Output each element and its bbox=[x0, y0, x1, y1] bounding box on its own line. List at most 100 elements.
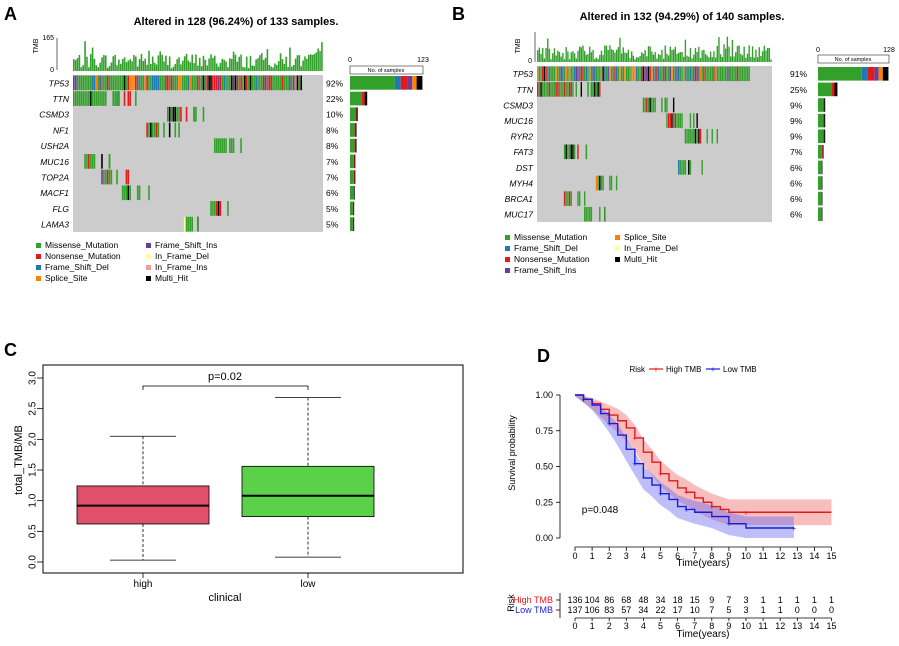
count-bar-segment bbox=[394, 76, 401, 90]
mutation-cell bbox=[604, 206, 606, 222]
bar-axis-tick-0-b: 0 bbox=[816, 47, 820, 54]
mutation-cell bbox=[208, 75, 210, 91]
mutation-cell bbox=[101, 169, 103, 185]
mutation-cell bbox=[577, 66, 579, 82]
tmb-bar bbox=[298, 55, 301, 71]
tmb-bar bbox=[696, 52, 698, 62]
tmb-bar bbox=[738, 45, 740, 62]
count-bar-segment bbox=[355, 138, 357, 153]
mutation-cell bbox=[73, 91, 75, 106]
tmb-bar bbox=[236, 61, 239, 71]
tmb-bar bbox=[259, 55, 261, 71]
mutation-cell bbox=[614, 66, 616, 82]
tmb-bar bbox=[317, 48, 319, 71]
mutation-cell bbox=[151, 75, 154, 91]
mutation-cell bbox=[166, 106, 169, 122]
tmb-bar bbox=[178, 57, 180, 71]
mutation-cell bbox=[691, 128, 693, 144]
gene-percent: 5% bbox=[326, 220, 339, 230]
km-legend-marker-high: + bbox=[654, 365, 659, 374]
mutation-cell bbox=[108, 169, 111, 185]
tmb-bar bbox=[627, 49, 630, 62]
mutation-cell bbox=[627, 66, 630, 82]
tmb-bar bbox=[726, 36, 729, 62]
tmb-bar bbox=[600, 50, 603, 62]
tmb-bar bbox=[555, 55, 557, 62]
mutation-cell bbox=[669, 113, 671, 128]
mutation-cell bbox=[212, 201, 214, 216]
y-tick-label: 1.5 bbox=[28, 463, 39, 477]
tmb-bar bbox=[289, 47, 291, 71]
mutation-cell bbox=[703, 66, 705, 82]
tmb-bar bbox=[180, 64, 182, 71]
mutation-cell bbox=[578, 191, 581, 206]
legend-label: Missense_Mutation bbox=[514, 232, 588, 242]
mutation-cell bbox=[565, 82, 567, 97]
tmb-bar bbox=[572, 51, 574, 62]
mutation-cell bbox=[543, 66, 546, 82]
mutation-cell bbox=[206, 75, 209, 91]
mutation-cell bbox=[264, 75, 267, 91]
mutation-cell bbox=[212, 75, 214, 91]
mutation-cell bbox=[101, 91, 103, 106]
tmb-bar bbox=[155, 64, 158, 71]
gene-percent: 8% bbox=[326, 141, 339, 151]
mutation-cell bbox=[672, 66, 675, 82]
mutation-cell bbox=[550, 82, 552, 97]
mutation-cell bbox=[136, 185, 139, 201]
tmb-bar bbox=[89, 54, 92, 71]
mutation-cell bbox=[298, 75, 301, 91]
mutation-cell bbox=[219, 138, 222, 153]
tmb-bar bbox=[745, 57, 747, 62]
mutation-cell bbox=[148, 75, 150, 91]
mutation-cell bbox=[215, 75, 218, 91]
mutation-cell bbox=[612, 66, 614, 82]
tmb-bar bbox=[215, 63, 218, 71]
mutation-cell bbox=[679, 66, 682, 82]
km-x-tick-label: 13 bbox=[792, 551, 802, 561]
mutation-cell bbox=[135, 75, 137, 91]
mutation-cell bbox=[266, 75, 269, 91]
km-x-tick-label: 4 bbox=[641, 551, 646, 561]
mutation-cell bbox=[686, 128, 688, 144]
count-bar-segment bbox=[821, 176, 822, 190]
mutation-cell bbox=[131, 75, 133, 91]
tmb-bar bbox=[617, 47, 619, 62]
count-bar-segment bbox=[818, 98, 824, 112]
mutation-cell bbox=[84, 91, 86, 106]
mutation-cell bbox=[662, 66, 665, 82]
risk-count: 1 bbox=[795, 595, 800, 605]
mutation-cell bbox=[688, 128, 690, 144]
mutation-cell bbox=[153, 75, 156, 91]
count-bar-segment bbox=[350, 123, 355, 137]
mutation-cell bbox=[582, 66, 584, 82]
count-bar-segment bbox=[352, 201, 354, 216]
km-x-tick-label: 14 bbox=[809, 551, 819, 561]
gene-percent: 6% bbox=[790, 194, 803, 204]
mutation-cell bbox=[666, 113, 668, 128]
count-bar-segment bbox=[350, 138, 355, 153]
tmb-bar bbox=[108, 66, 111, 71]
tmb-bar bbox=[176, 59, 178, 71]
tmb-bar bbox=[135, 56, 137, 71]
mutation-cell bbox=[155, 122, 158, 138]
tmb-bar bbox=[73, 59, 75, 71]
mutation-cell bbox=[560, 82, 562, 97]
mutation-cell bbox=[170, 106, 173, 122]
mutation-cell bbox=[257, 75, 259, 91]
risk-x-tick-label: 12 bbox=[775, 621, 785, 631]
mutation-cell bbox=[572, 66, 574, 82]
risk-count: 10 bbox=[690, 605, 700, 615]
tmb-tick-zero-a: 0 bbox=[50, 67, 54, 74]
tmb-bar bbox=[647, 46, 650, 62]
mutation-cell bbox=[219, 201, 222, 216]
gene-label: RYR2 bbox=[511, 132, 534, 142]
tmb-bar bbox=[311, 54, 314, 71]
tmb-bar bbox=[698, 46, 700, 62]
count-bar-segment bbox=[350, 217, 353, 231]
tmb-bar bbox=[125, 62, 128, 71]
tmb-bar bbox=[743, 46, 745, 62]
tmb-bar bbox=[585, 54, 588, 62]
tmb-bar bbox=[206, 65, 209, 71]
survival-plot-d: Risk + High TMB + Low TMB 0.00 0.25 0.50 0.… bbox=[506, 365, 837, 640]
